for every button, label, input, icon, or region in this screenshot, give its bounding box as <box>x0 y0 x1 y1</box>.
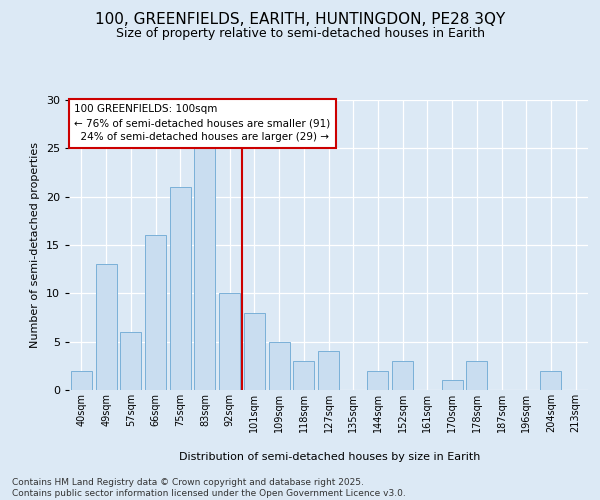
Bar <box>367 370 388 390</box>
Text: 100 GREENFIELDS: 100sqm
← 76% of semi-detached houses are smaller (91)
  24% of : 100 GREENFIELDS: 100sqm ← 76% of semi-de… <box>74 104 331 142</box>
Bar <box>219 294 240 390</box>
Text: Distribution of semi-detached houses by size in Earith: Distribution of semi-detached houses by … <box>179 452 481 462</box>
Text: Size of property relative to semi-detached houses in Earith: Size of property relative to semi-detach… <box>115 28 485 40</box>
Bar <box>269 342 290 390</box>
Bar <box>293 361 314 390</box>
Bar <box>145 236 166 390</box>
Bar <box>170 187 191 390</box>
Text: 100, GREENFIELDS, EARITH, HUNTINGDON, PE28 3QY: 100, GREENFIELDS, EARITH, HUNTINGDON, PE… <box>95 12 505 28</box>
Bar <box>71 370 92 390</box>
Bar <box>466 361 487 390</box>
Bar <box>194 148 215 390</box>
Bar <box>318 352 339 390</box>
Text: Contains HM Land Registry data © Crown copyright and database right 2025.
Contai: Contains HM Land Registry data © Crown c… <box>12 478 406 498</box>
Bar <box>244 312 265 390</box>
Bar <box>95 264 116 390</box>
Y-axis label: Number of semi-detached properties: Number of semi-detached properties <box>30 142 40 348</box>
Bar <box>120 332 141 390</box>
Bar <box>442 380 463 390</box>
Bar <box>392 361 413 390</box>
Bar <box>541 370 562 390</box>
